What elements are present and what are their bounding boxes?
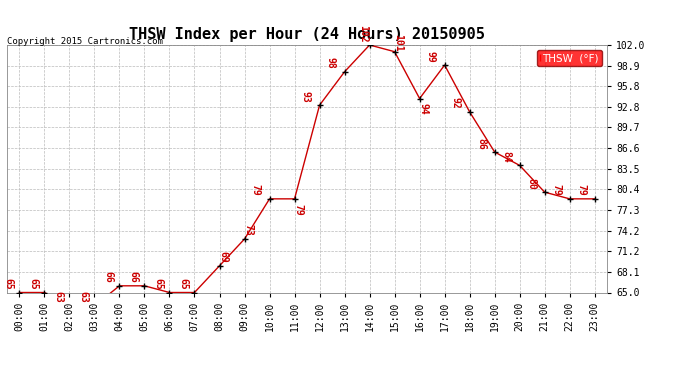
Text: 79: 79 [551,184,561,196]
Text: 80: 80 [526,178,536,189]
Text: 63: 63 [78,291,88,303]
Text: 63: 63 [53,291,63,303]
Text: 79: 79 [293,204,304,216]
Text: 101: 101 [393,34,404,52]
Text: 65: 65 [153,278,164,290]
Text: 84: 84 [501,151,511,163]
Text: 94: 94 [418,104,428,115]
Legend: THSW  (°F): THSW (°F) [537,50,602,66]
Text: 79: 79 [250,184,261,195]
Text: 65: 65 [3,278,13,290]
Text: 99: 99 [426,51,436,62]
Text: 66: 66 [128,272,138,283]
Text: 65: 65 [28,278,38,290]
Text: 92: 92 [451,98,461,109]
Text: 102: 102 [358,26,368,43]
Text: Copyright 2015 Cartronics.com: Copyright 2015 Cartronics.com [7,38,163,46]
Text: 69: 69 [218,251,228,263]
Text: 93: 93 [301,91,310,102]
Text: 98: 98 [326,57,336,69]
Text: 65: 65 [178,278,188,290]
Text: 86: 86 [476,138,486,149]
Text: 79: 79 [576,184,586,196]
Text: 73: 73 [244,224,253,236]
Text: 66: 66 [104,272,113,283]
Title: THSW Index per Hour (24 Hours) 20150905: THSW Index per Hour (24 Hours) 20150905 [129,27,485,42]
